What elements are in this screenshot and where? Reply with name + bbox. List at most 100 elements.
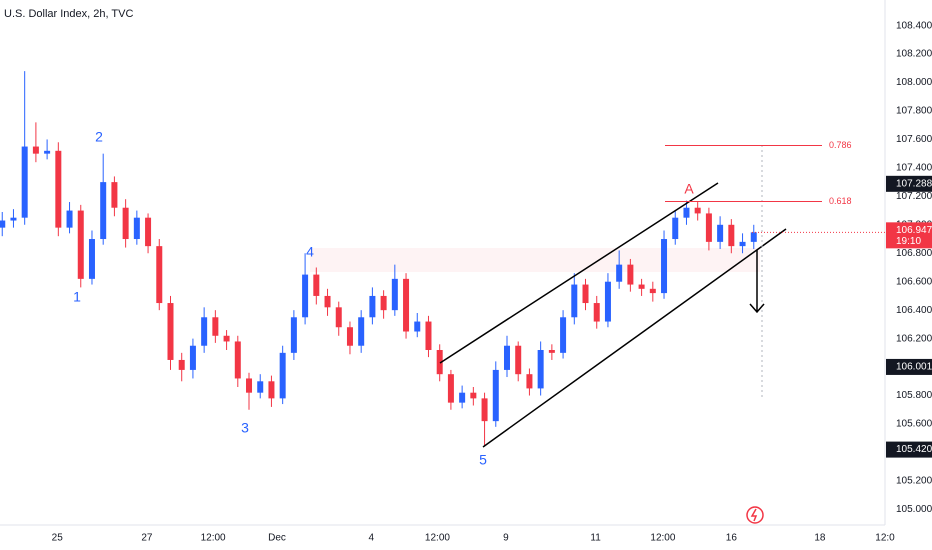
candle-body [582,284,589,304]
price-badge-label: 106.001 [896,362,932,373]
candle-body [560,317,567,353]
candle-body [537,350,544,389]
candle-body [55,150,62,228]
y-tick-label: 105.800 [896,390,932,401]
replay-icon[interactable] [746,506,764,524]
candle-body [21,146,28,218]
y-tick-label: 106.200 [896,333,932,344]
fib-ratio: 0.786 [829,140,852,150]
candle-body [728,224,735,247]
chart-title: U.S. Dollar Index, 2h, TVC [4,8,133,20]
candle-body [257,381,264,393]
y-tick-label: 105.200 [896,476,932,487]
x-tick-label: 18 [814,533,826,544]
candle-body [604,281,611,322]
candle-body [346,327,353,346]
candle-body [750,232,757,242]
candle-body [223,335,230,342]
candle-body [425,321,432,350]
candle-body [661,239,668,294]
candle-body [447,374,454,403]
candle-body [0,220,6,228]
price-badge-label: 107.288 [896,178,932,189]
candle-body [201,317,208,346]
candle-body [436,350,443,375]
candle-body [111,182,118,208]
wave-label: 2 [95,129,103,145]
candle-body [246,378,253,393]
y-tick-label: 106.400 [896,305,932,316]
x-tick-label: Dec [268,533,286,544]
price-badge [886,358,932,375]
candle-body [403,278,410,332]
wave-label: 1 [73,289,81,305]
candle-body [324,295,331,308]
current-price-label: 106.947 [896,225,932,236]
wave-label: 5 [479,452,487,468]
y-tick-label: 106.800 [896,248,932,259]
resistance-zone [310,248,760,272]
candle-body [705,213,712,242]
wave-label: A [684,181,694,197]
candle-body [313,274,320,296]
candle-body [212,317,219,336]
y-tick-label: 108.200 [896,49,932,60]
candle-body [638,284,645,289]
candle-body [683,207,690,218]
current-price-badge [886,222,932,249]
y-tick-label: 106.600 [896,276,932,287]
plot [0,71,757,446]
price-badge [886,441,932,458]
price-badge [886,175,932,192]
candle-body [133,217,140,240]
wave-label: 4 [306,244,314,260]
icon-ring[interactable] [746,506,764,524]
candle-body [44,150,51,154]
x-tick-label: 27 [141,533,153,544]
y-tick-label: 105.000 [896,504,932,515]
candle-body [672,217,679,240]
candle-body [694,207,701,214]
x-tick-label: 12:00 [201,533,226,544]
channel-lower [482,228,787,448]
y-tick-label: 107.400 [896,163,932,174]
candle-body [268,381,275,399]
candle-body [526,374,533,389]
candle-body [571,284,578,318]
candle-body [481,398,488,422]
x-tick-label: 12:0 [875,533,895,544]
y-tick-label: 105.600 [896,419,932,430]
candle-body [77,210,84,279]
candle-body [627,264,634,285]
fib-ratio: 0.618 [829,196,852,206]
y-tick-label: 107.200 [896,191,932,202]
candle-body [167,303,174,360]
y-tick-label: 107.600 [896,134,932,145]
candle-body [178,359,185,370]
candle-body [515,345,522,375]
candle-body [717,224,724,242]
x-tick-label: 12:00 [425,533,450,544]
candle-body [156,246,163,304]
candle-body [391,278,398,311]
candle-body [492,369,499,422]
candle-body [459,392,466,403]
candle-body [122,207,129,240]
candle-body [32,146,39,154]
x-tick-label: 11 [590,533,601,544]
wave-label: 3 [241,420,249,436]
y-tick-label: 108.000 [896,77,932,88]
candle-body [593,303,600,322]
y-tick-label: 107.800 [896,106,932,117]
x-tick-label: 9 [503,533,509,544]
candle-body [145,217,152,247]
icon-bolt[interactable] [750,508,758,522]
candle-body [414,321,421,332]
candle-body [100,182,107,240]
candle-body [548,350,555,353]
candle-body [234,341,241,379]
x-tick-label: 25 [52,533,64,544]
candle-body [470,392,477,399]
